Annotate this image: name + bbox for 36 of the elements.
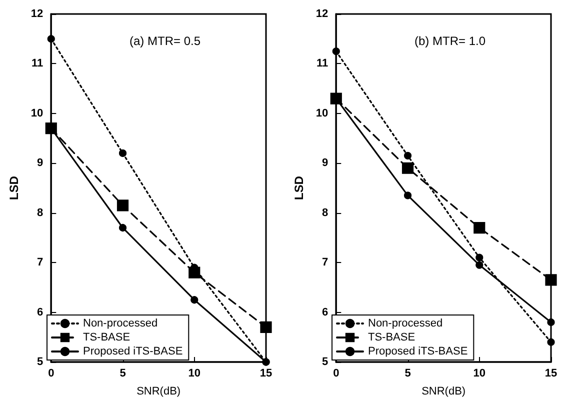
- legend-label: TS-BASE: [368, 332, 416, 344]
- x-axis-title: SNR(dB): [422, 386, 466, 398]
- y-tick-label: 6: [322, 306, 328, 318]
- legend-label: Proposed iTS-BASE: [368, 346, 468, 358]
- y-tick-label: 8: [37, 206, 44, 219]
- x-axis-title: SNR(dB): [136, 386, 181, 398]
- y-tick-label: 8: [322, 206, 328, 219]
- legend-label: Proposed iTS-BASE: [83, 346, 183, 358]
- y-tick-label: 9: [322, 157, 328, 170]
- y-tick-label: 5: [322, 356, 328, 368]
- legend-label: Non-processed: [368, 318, 443, 330]
- legend-label: TS-BASE: [83, 332, 130, 344]
- y-tick-label: 10: [30, 107, 44, 120]
- x-tick-label: 5: [404, 368, 411, 380]
- x-tick-label: 10: [188, 368, 201, 380]
- y-tick-label: 6: [37, 306, 44, 318]
- y-tick-label: 12: [30, 8, 44, 20]
- x-tick-label: 15: [544, 368, 558, 380]
- text: (b) MTR= 1.0: [414, 34, 486, 48]
- legend-label: Non-processed: [83, 318, 158, 330]
- x-tick-label: 5: [120, 368, 126, 380]
- y-tick-label: 11: [316, 58, 328, 70]
- y-tick-label: 11: [31, 58, 44, 70]
- y-axis-title: LSD: [292, 176, 306, 200]
- x-tick-label: 10: [473, 368, 486, 380]
- text: (a) MTR= 0.5: [129, 34, 201, 48]
- x-tick-label: 15: [260, 368, 272, 380]
- y-tick-label: 7: [322, 256, 328, 269]
- x-tick-label: 0: [333, 368, 340, 380]
- x-tick-label: 0: [48, 368, 54, 380]
- y-tick-label: 9: [37, 157, 44, 170]
- y-axis-title: LSD: [7, 176, 21, 200]
- y-tick-label: 7: [37, 256, 44, 269]
- y-tick-label: 5: [37, 356, 44, 368]
- y-tick-label: 10: [316, 107, 328, 120]
- y-tick-label: 12: [316, 8, 328, 20]
